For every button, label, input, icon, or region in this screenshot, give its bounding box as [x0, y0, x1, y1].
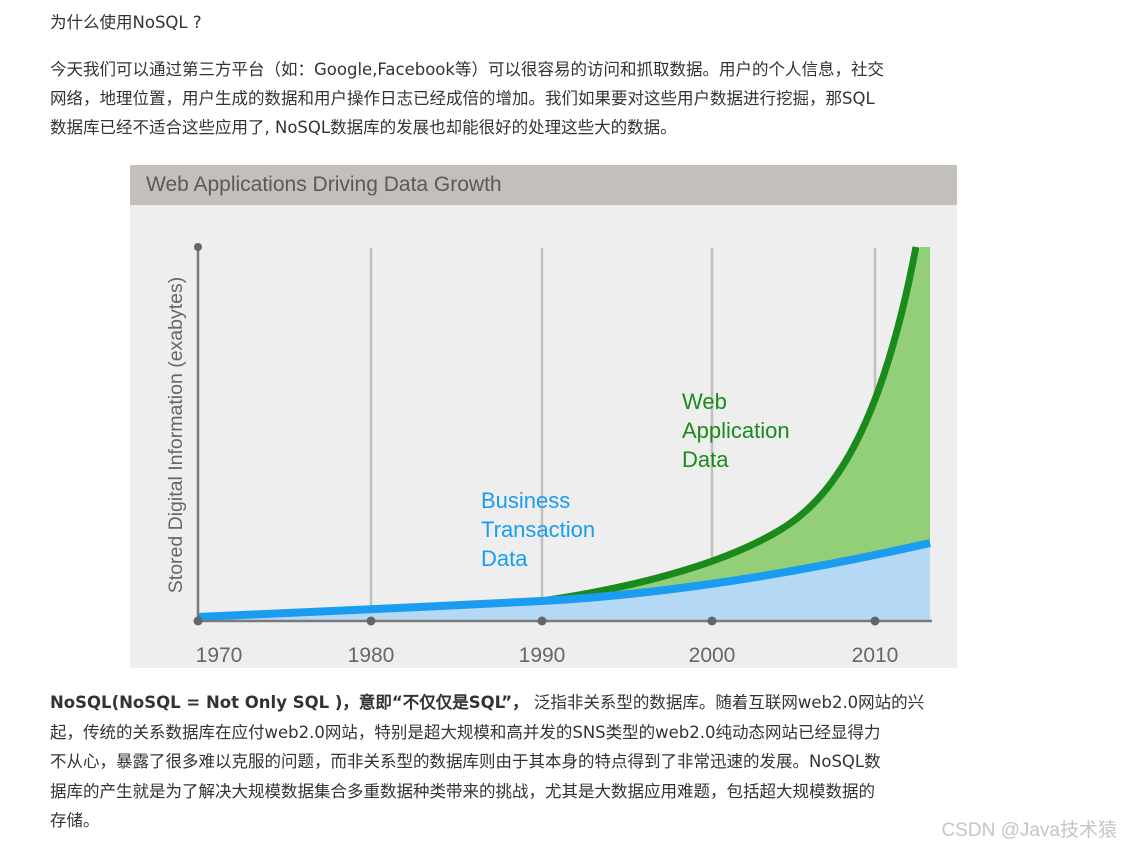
- intro-line: 今天我们可以通过第三方平台（如：Google,Facebook等）可以很容易的访…: [50, 60, 884, 79]
- x-tick-label: 1990: [519, 644, 566, 667]
- x-tick-label: 1980: [348, 644, 395, 667]
- x-tick-label: 1970: [196, 644, 243, 667]
- csdn-watermark: CSDN @Java技术猿: [941, 820, 1117, 841]
- business-label: Data: [481, 546, 528, 571]
- x-tick-label: 2010: [852, 644, 899, 667]
- y-axis-label: Stored Digital Information (exabytes): [165, 277, 187, 593]
- data-growth-figure: Web Applications Driving Data Growth: [130, 165, 957, 668]
- intro-line: 数据库已经不适合这些应用了, NoSQL数据库的发展也却能很好的处理这些大的数据…: [50, 118, 677, 137]
- definition-line: 存储。: [50, 811, 100, 830]
- business-line: [197, 539, 931, 621]
- definition-bold-lead: NoSQL(NoSQL = Not Only SQL )，意即“不仅仅是SQL”…: [50, 693, 529, 712]
- section-heading: 为什么使用NoSQL ?: [50, 13, 202, 32]
- definition-line: 据库的产生就是为了解决大规模数据集合多重数据种类带来的挑战，尤其是大数据应用难题…: [50, 781, 875, 801]
- web-label: Data: [682, 447, 729, 472]
- web-line: [541, 246, 920, 605]
- definition-line: 起，传统的关系数据库在应付web2.0网站，特别是超大规模和高并发的SNS类型的…: [50, 722, 881, 742]
- definition-paragraph: NoSQL(NoSQL = Not Only SQL )，意即“不仅仅是SQL”…: [50, 688, 1050, 836]
- business-label: Business: [481, 488, 570, 513]
- chart-svg: Stored Digital Information (exabytes) 19…: [165, 243, 932, 667]
- x-tick-label: 2000: [689, 644, 736, 667]
- figure-title: Web Applications Driving Data Growth: [146, 173, 502, 196]
- business-label: Transaction: [481, 517, 595, 542]
- definition-line: 不从心，暴露了很多难以克服的问题，而非关系型的数据库则由于其本身的特点得到了非常…: [50, 752, 881, 771]
- definition-line-rest: 泛指非关系型的数据库。随着互联网web2.0网站的兴: [528, 693, 925, 712]
- business-area: [198, 543, 930, 621]
- axis-dots: [193, 243, 880, 626]
- intro-paragraph: 今天我们可以通过第三方平台（如：Google,Facebook等）可以很容易的访…: [50, 55, 1040, 142]
- web-label: Application: [682, 418, 790, 443]
- intro-line: 网络，地理位置，用户生成的数据和用户操作日志已经成倍的增加。我们如果要对这些用户…: [50, 89, 875, 108]
- web-label: Web: [682, 389, 727, 414]
- definition-line: NoSQL(NoSQL = Not Only SQL )，意即“不仅仅是SQL”…: [50, 688, 1050, 718]
- figure-title-bar: Web Applications Driving Data Growth: [130, 165, 957, 205]
- web-area: [542, 247, 930, 601]
